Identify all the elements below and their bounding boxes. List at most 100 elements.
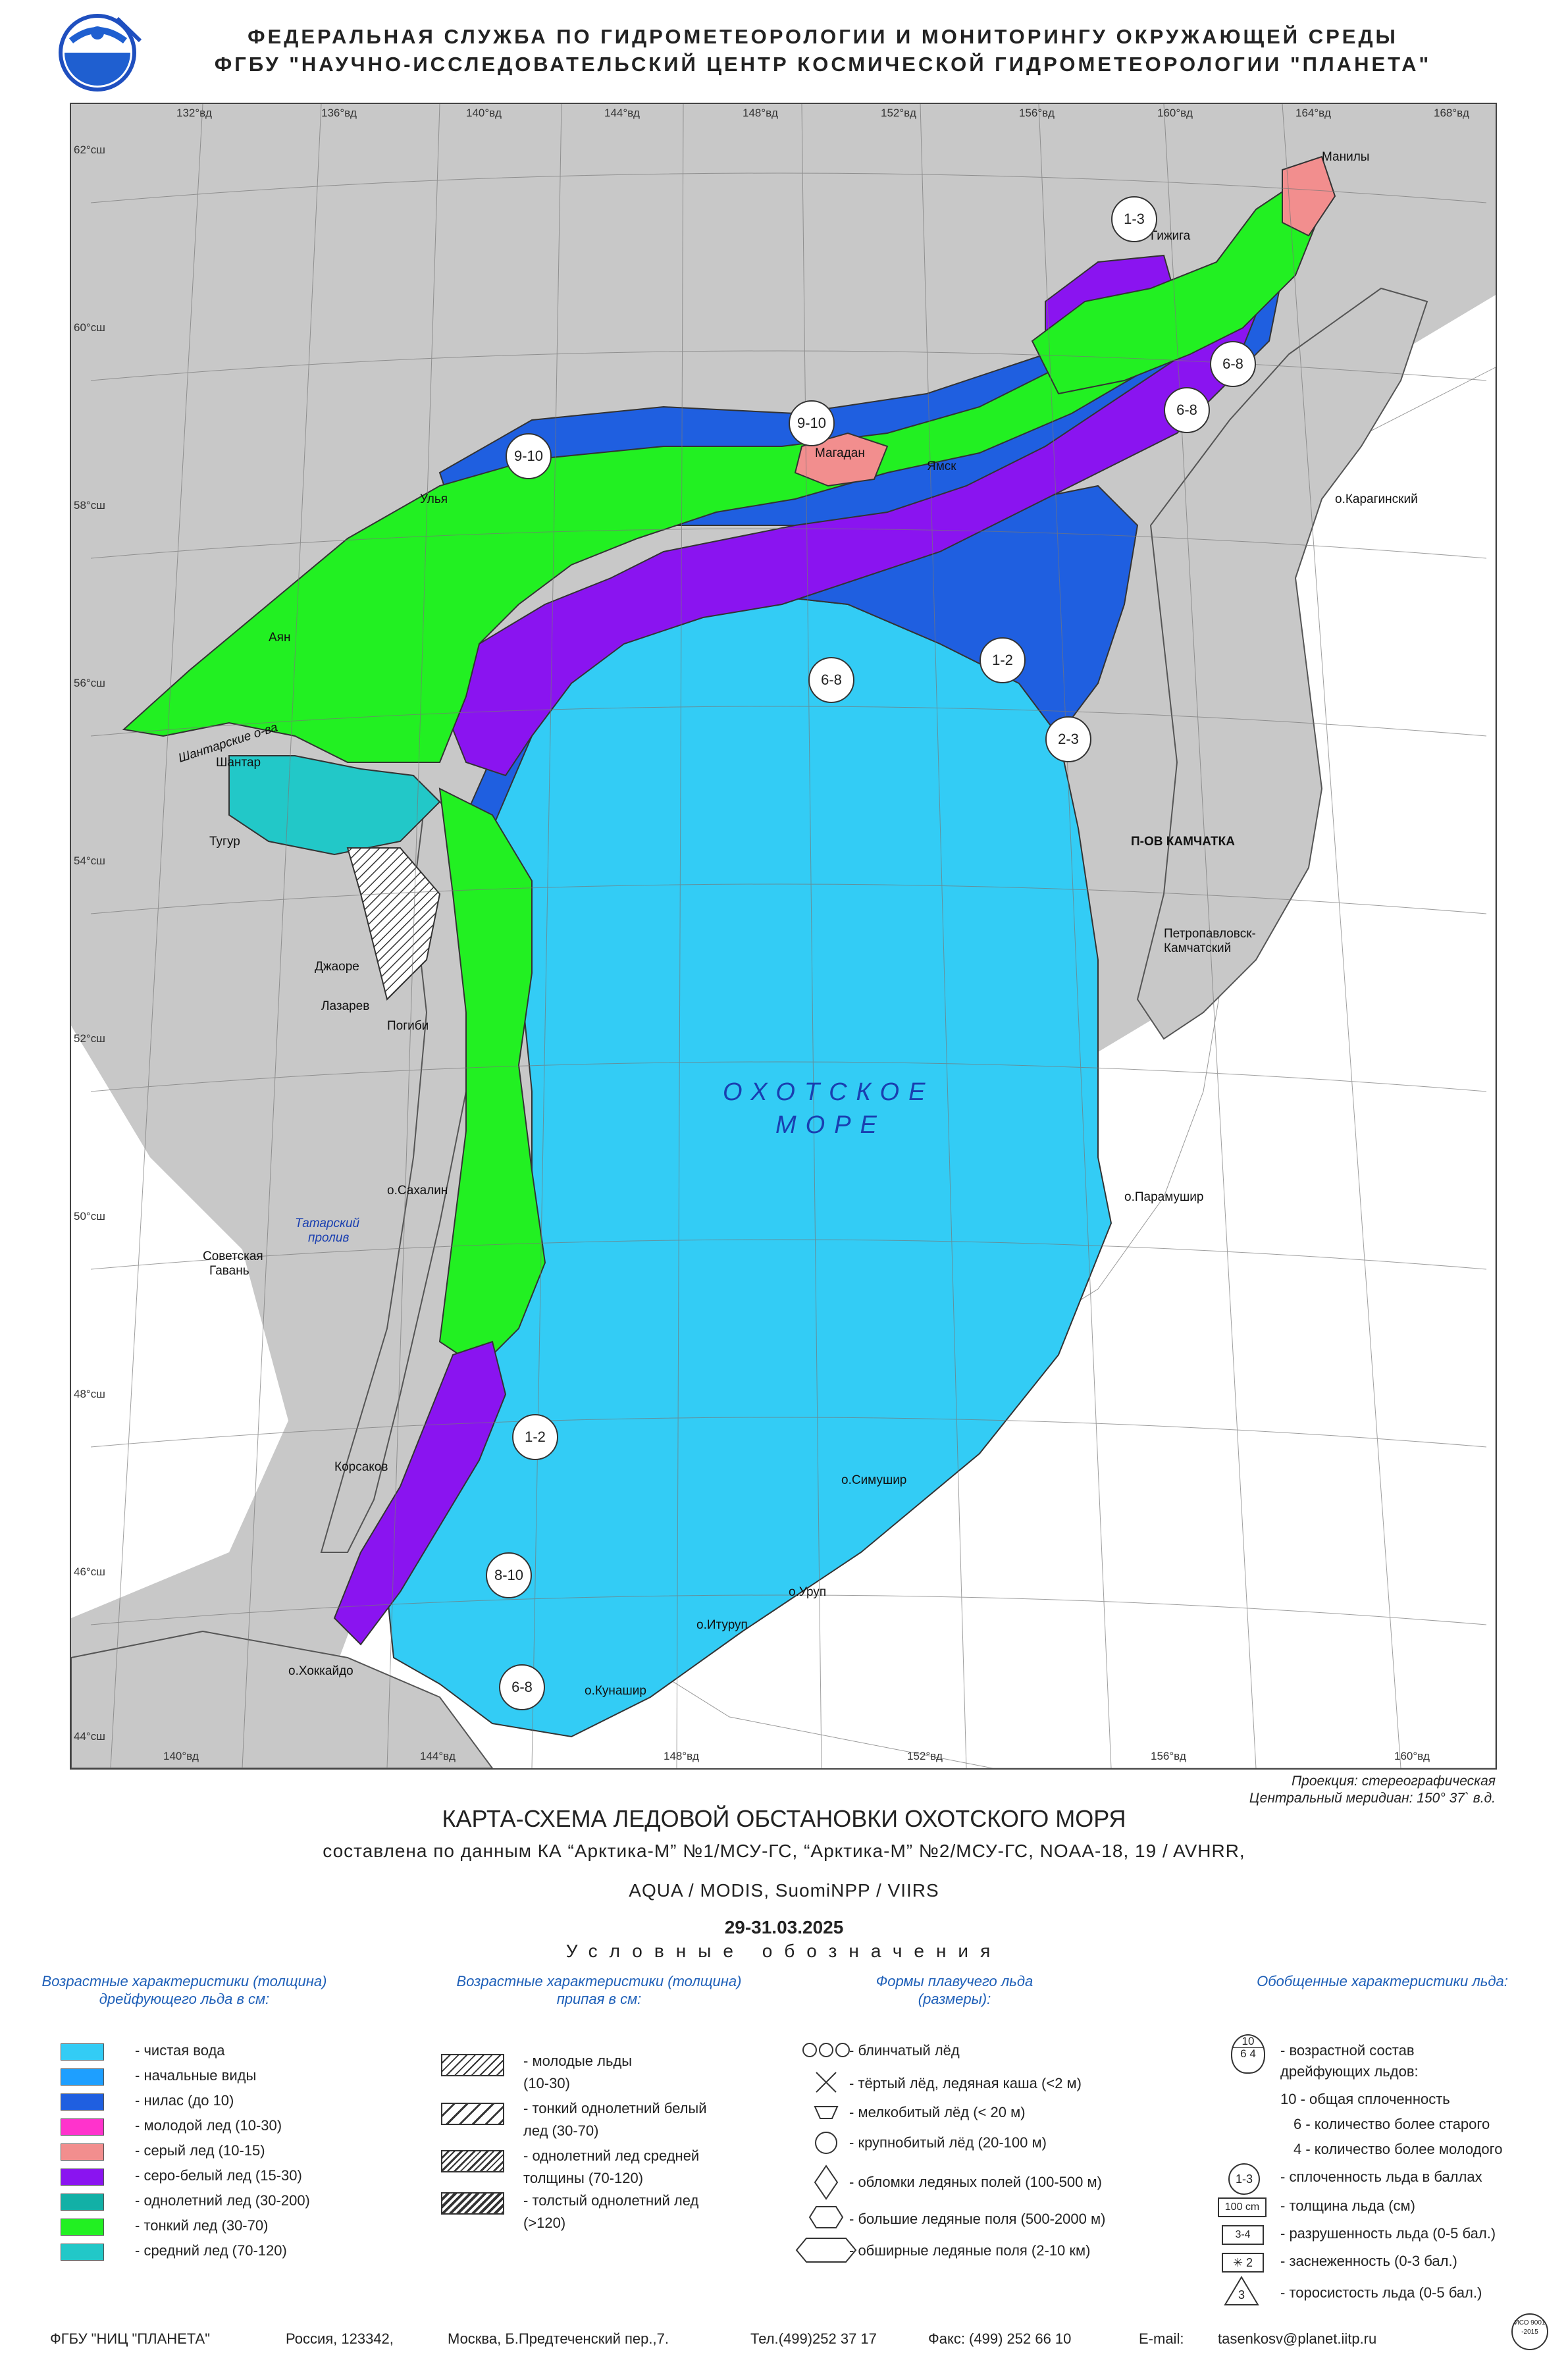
- brash-icon: [816, 2072, 837, 2093]
- lon-label: 152°вд: [881, 107, 916, 119]
- small-floe-icon: [814, 2106, 839, 2119]
- forms-icons: [795, 2043, 857, 2263]
- ice-thin: [122, 287, 1232, 763]
- lon-label: 140°вд: [163, 1750, 199, 1762]
- pancake-icon: [802, 2043, 850, 2057]
- outer-white-w: [71, 1026, 288, 1618]
- map-subtitle-2: AQUA / MODIS, SuomiNPP / VIIRS: [629, 1880, 939, 1901]
- swatch-young: [61, 2118, 104, 2136]
- legend-general-title: Обобщенные характеристики льда:: [1257, 1973, 1508, 1989]
- ice-grey: [794, 432, 889, 487]
- legend-text: (10-30): [523, 2075, 570, 2091]
- legend-fast-title: Возрастные характеристики (толщина) прип…: [456, 1973, 742, 2007]
- ice-grey-white-south: [333, 1340, 507, 1646]
- lat-label: 56°сш: [74, 677, 105, 689]
- fast-ice-hatch: [346, 847, 441, 1001]
- footer-tel: Тел.(499)252 37 17: [750, 2330, 877, 2347]
- map-title: КАРТА-СХЕМА ЛЕДОВОЙ ОБСТАНОВКИ ОХОТСКОГО…: [442, 1805, 1126, 1832]
- legend-text: 4 - количество более молодого: [1294, 2141, 1503, 2157]
- header-line-2: ФГБУ "НАУЧНО-ИССЛЕДОВАТЕЛЬСКИЙ ЦЕНТР КОС…: [214, 53, 1432, 76]
- place-label: пролив: [308, 1231, 350, 1245]
- lon-label: 152°вд: [907, 1750, 943, 1762]
- place-label: Джаоре: [315, 960, 359, 974]
- ice-grey-penzhina: [1282, 155, 1336, 237]
- planeta-logo: [51, 7, 150, 105]
- email-link[interactable]: tasenkosv@planet.iitp.ru: [1218, 2330, 1377, 2347]
- place-label: о.Парамушир: [1124, 1190, 1204, 1204]
- hatch-young: [441, 2054, 504, 2076]
- ridging-triangle-icon: [1224, 2276, 1259, 2305]
- kamchatka-land: [1136, 287, 1428, 1040]
- legend-text: - сплоченность льда в баллах: [1280, 2169, 1482, 2185]
- map-subtitle-1: составлена по данным КА “Арктика-М” №1/М…: [323, 1841, 1245, 1861]
- place-label: о.Уруп: [789, 1585, 827, 1599]
- swatch-medium: [61, 2244, 104, 2261]
- legend-text: (>120): [523, 2215, 566, 2231]
- legend-text: - тонкий однолетний белый: [523, 2100, 707, 2116]
- legend-text: дрейфующих льдов:: [1280, 2063, 1419, 2080]
- concentration-circle: 1-2: [980, 637, 1026, 683]
- lat-label: 48°сш: [74, 1388, 105, 1400]
- legend-text: 6 - количество более старого: [1294, 2116, 1490, 2132]
- projection-line-1: Проекция: стереографическая: [1291, 1774, 1496, 1789]
- legend-text: - начальные виды: [135, 2067, 257, 2084]
- concentration-circle: 6-8: [808, 657, 854, 703]
- lat-label: 58°сш: [74, 499, 105, 512]
- hatch-medium: [441, 2150, 504, 2172]
- legend-text: - крупнобитый лёд (20-100 м): [849, 2134, 1047, 2151]
- place-label: Лазарев: [321, 999, 370, 1013]
- legend-text: - торосистость льда (0-5 бал.): [1280, 2284, 1482, 2301]
- iso-badge: ИСО 9001 -2015: [1511, 2313, 1548, 2350]
- lon-label: 148°вд: [664, 1750, 699, 1762]
- legend-text: - серый лед (10-15): [135, 2142, 265, 2159]
- legend-text: - средний лед (70-120): [135, 2242, 287, 2259]
- place-label: Петропавловск-: [1164, 927, 1256, 941]
- header-line-1: ФЕДЕРАЛЬНАЯ СЛУЖБА ПО ГИДРОМЕТЕОРОЛОГИИ …: [248, 25, 1398, 48]
- footer-fax: Факс: (499) 252 66 10: [928, 2330, 1072, 2347]
- legend-text: - мелкобитый лёд (< 20 м): [849, 2104, 1026, 2120]
- lon-label: 144°вд: [604, 107, 640, 119]
- sea-name: ОХОТСКОЕ: [723, 1078, 935, 1106]
- place-label: о.Итуруп: [696, 1618, 748, 1632]
- place-label: Советская: [203, 1249, 263, 1263]
- legend-text: - однолетний лед средней: [523, 2147, 700, 2164]
- legend-general: Обобщенные характеристики льда:: [1238, 1972, 1527, 1990]
- legend-text: лед (30-70): [523, 2122, 599, 2139]
- place-label: Гавань: [209, 1264, 249, 1278]
- swatch-clear-water: [61, 2043, 104, 2061]
- destruction-symbol: 3-4: [1222, 2225, 1264, 2245]
- legend-text: - разрушенность льда (0-5 бал.): [1280, 2225, 1496, 2242]
- sea-name: МОРЕ: [775, 1111, 886, 1139]
- lon-label: 160°вд: [1394, 1750, 1430, 1762]
- lon-label: 148°вд: [743, 107, 778, 119]
- place-label: о.Карагинский: [1335, 492, 1418, 506]
- place-label: Гижига: [1151, 229, 1191, 243]
- legend-text: - молодой лед (10-30): [135, 2117, 282, 2134]
- footer-email[interactable]: tasenkosv@planet.iitp.ru: [1218, 2330, 1376, 2348]
- legend-text: - обширные ледяные поля (2-10 км): [849, 2242, 1091, 2259]
- lon-label: 160°вд: [1157, 107, 1193, 119]
- concentration-circle: 1-2: [512, 1414, 558, 1460]
- concentration-circle: 9-10: [789, 400, 835, 446]
- lat-label: 50°сш: [74, 1210, 105, 1222]
- place-label: Корсаков: [334, 1460, 388, 1474]
- lon-label: 168°вд: [1434, 107, 1469, 119]
- place-label: Аян: [269, 631, 291, 644]
- ice-thin-sakhalin: [438, 787, 546, 1369]
- legend-drift: Возрастные характеристики (толщина) дрей…: [39, 1972, 329, 2008]
- swatch-grey-white: [61, 2169, 104, 2186]
- concentration-circle: 1-3: [1111, 196, 1157, 242]
- floe-fragments-icon: [814, 2165, 839, 2200]
- place-label: Погиби: [387, 1019, 429, 1033]
- concentration-circle: 6-8: [499, 1664, 545, 1710]
- lon-label: 140°вд: [466, 107, 502, 119]
- place-label: П-ОВ КАМЧАТКА: [1131, 835, 1235, 849]
- place-label: о.Хоккайдо: [288, 1664, 353, 1678]
- graticule: [90, 104, 1487, 1768]
- legend-text: - обломки ледяных полей (100-500 м): [849, 2174, 1102, 2190]
- concentration-circle: 8-10: [486, 1552, 532, 1598]
- thickness-symbol: 100 cm: [1218, 2197, 1267, 2217]
- place-label: Шантар: [216, 756, 261, 770]
- lon-label: 156°вд: [1151, 1750, 1186, 1762]
- egg-old: 6: [1240, 2047, 1247, 2060]
